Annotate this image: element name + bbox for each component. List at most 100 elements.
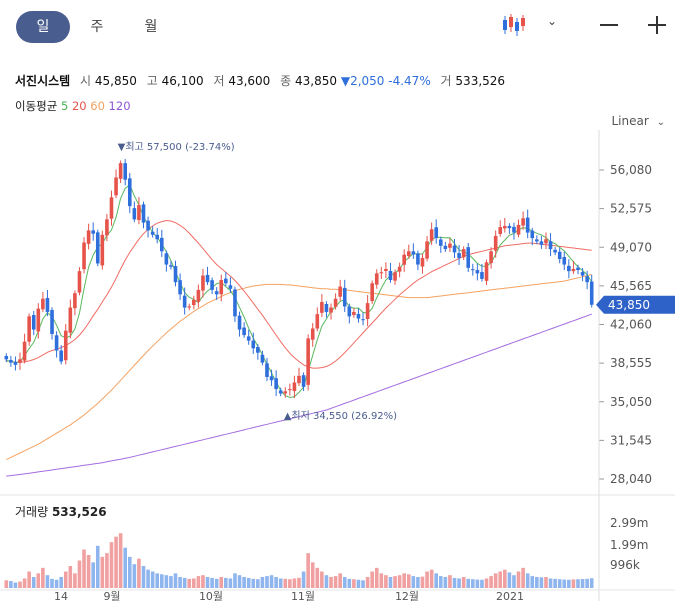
candle xyxy=(109,190,114,226)
volume-bar xyxy=(562,579,567,588)
candle xyxy=(82,237,86,274)
volume-bar xyxy=(567,579,571,588)
volume-bar xyxy=(54,579,59,588)
open-label: 시 xyxy=(80,74,92,88)
volume-bar xyxy=(59,577,63,588)
volume-bar xyxy=(580,579,585,588)
candle xyxy=(365,295,370,327)
volume-legend-label: 거래량 xyxy=(15,505,49,519)
scale-selector[interactable]: Linear ⌄ xyxy=(611,114,665,128)
candle xyxy=(114,169,118,199)
volume-bar xyxy=(91,562,95,588)
volume-bar xyxy=(370,571,374,588)
volume-bar xyxy=(274,577,278,588)
candle xyxy=(187,303,192,311)
candle xyxy=(535,235,539,245)
volume-bar xyxy=(530,576,535,588)
candle xyxy=(219,274,224,302)
tab-day[interactable]: 일 xyxy=(16,11,70,43)
zoom-in-icon[interactable] xyxy=(648,16,666,34)
volume-legend: 거래량 533,526 xyxy=(15,503,107,520)
volume-bar xyxy=(118,533,123,588)
high-annotation: ▼최고 57,500 (-23.74%) xyxy=(118,141,235,153)
tab-month[interactable]: 월 xyxy=(144,19,158,35)
tab-week[interactable]: 주 xyxy=(90,19,104,35)
volume-bar xyxy=(150,571,155,588)
volume-bar xyxy=(320,571,324,588)
candle xyxy=(123,159,128,186)
candle xyxy=(242,322,246,338)
chart-type-button[interactable] xyxy=(500,12,530,38)
candle xyxy=(146,216,150,238)
volume-bar xyxy=(571,579,576,588)
candle xyxy=(576,264,580,275)
volume-bar xyxy=(86,555,91,588)
candle xyxy=(315,307,320,332)
price-axis-label: 45,565 xyxy=(610,279,652,293)
price-axis-label: 49,070 xyxy=(610,240,652,254)
volume-bar xyxy=(137,558,141,588)
close-value: 43,850 xyxy=(295,74,338,88)
x-axis-label: 11월 xyxy=(291,590,315,601)
candle xyxy=(406,244,411,259)
candle xyxy=(452,238,457,259)
volume-bar xyxy=(13,582,18,588)
candle xyxy=(31,310,36,336)
candle xyxy=(246,329,251,345)
volume-bar xyxy=(365,577,370,588)
volume-bar xyxy=(329,577,333,588)
volume-bar xyxy=(68,566,73,588)
zoom-out-icon[interactable] xyxy=(600,24,618,26)
volume-bar xyxy=(205,577,210,588)
volume-label: 거 xyxy=(440,74,452,88)
candle xyxy=(4,353,9,363)
candle xyxy=(278,387,283,397)
volume-bar xyxy=(416,577,420,588)
volume-bar xyxy=(512,575,516,588)
candle xyxy=(585,270,589,290)
volume-bar xyxy=(461,577,466,588)
candle xyxy=(27,313,31,346)
volume-bar xyxy=(9,581,13,588)
volume-bar xyxy=(374,567,379,588)
candle xyxy=(388,262,393,283)
volume-bar xyxy=(256,579,260,588)
candle xyxy=(443,241,448,252)
candle xyxy=(301,372,306,392)
volume-bar xyxy=(589,578,594,588)
volume-bar xyxy=(283,578,288,588)
volume-bar xyxy=(301,571,306,588)
candle xyxy=(118,160,123,184)
candle xyxy=(150,226,155,238)
candle xyxy=(498,220,503,237)
ma60-line xyxy=(6,274,592,461)
ma120-line xyxy=(6,313,592,477)
chevron-down-icon[interactable]: ⌄ xyxy=(547,14,558,28)
candle xyxy=(45,290,50,317)
x-axis-label: 14 xyxy=(54,590,68,601)
period-tabs: 일 주 월 xyxy=(16,11,178,43)
candle xyxy=(361,312,365,326)
volume-bar xyxy=(63,571,68,588)
chevron-down-icon: ⌄ xyxy=(656,117,665,128)
volume-bar xyxy=(4,580,9,588)
candle xyxy=(233,286,237,322)
volume-bar xyxy=(402,573,406,588)
candle xyxy=(493,230,498,258)
volume-bar xyxy=(50,578,54,588)
volume-bar xyxy=(100,556,105,588)
price-chart[interactable]: 56,080 52,575 49,070 45,565 42,060 38,555 35,0… xyxy=(0,130,675,601)
candle xyxy=(484,259,489,286)
volume-bar xyxy=(105,553,109,588)
candle xyxy=(512,222,516,240)
volume-bar xyxy=(164,575,169,588)
volume-bar xyxy=(315,567,320,588)
candle xyxy=(54,331,59,358)
candle xyxy=(86,223,91,250)
price-axis-label: 38,555 xyxy=(610,356,652,370)
volume-bar xyxy=(127,556,132,588)
volume-bar xyxy=(397,575,402,588)
volume-bar xyxy=(466,578,471,588)
volume-bar xyxy=(347,578,352,588)
candle xyxy=(475,263,480,281)
